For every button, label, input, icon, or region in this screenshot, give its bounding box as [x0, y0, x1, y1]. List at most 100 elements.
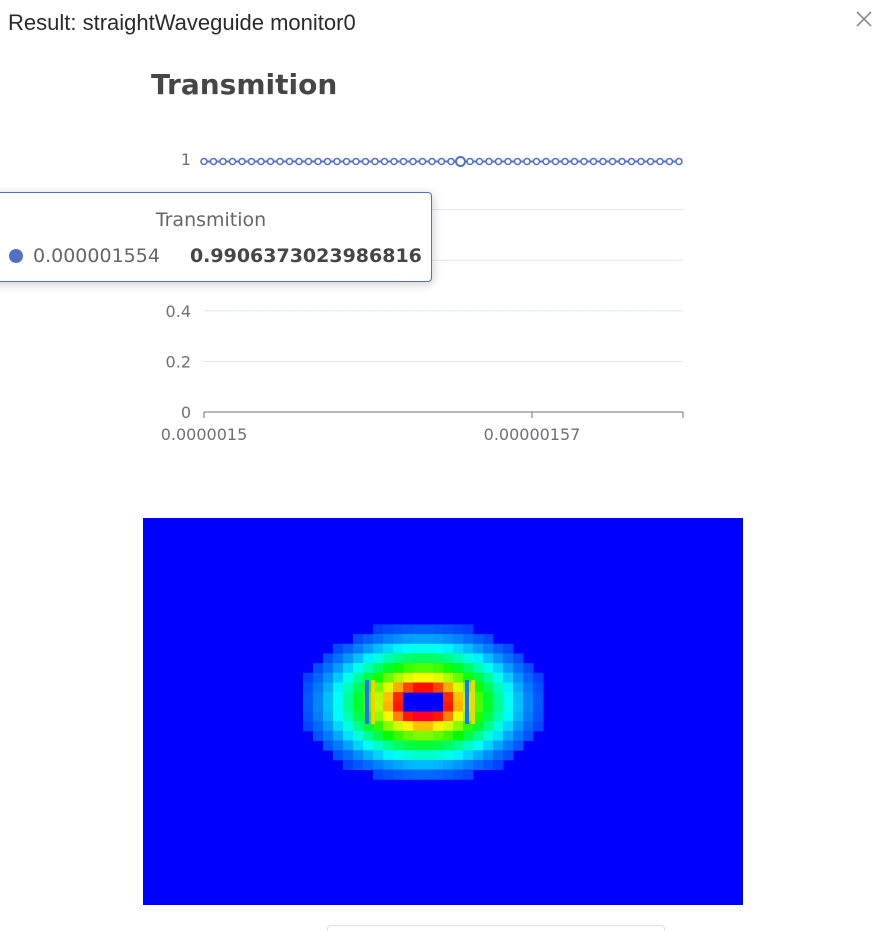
y-tick-label: 1 [181, 150, 191, 169]
highlighted-data-point [455, 156, 466, 168]
heatmap-cell [463, 624, 474, 635]
heatmap-cell [433, 750, 444, 761]
heatmap-cell [393, 701, 404, 712]
data-point [209, 157, 218, 166]
data-point [580, 157, 588, 166]
heatmap-cell [523, 682, 534, 693]
data-point [665, 157, 674, 166]
heatmap-cell [353, 682, 364, 693]
heatmap-cell [493, 672, 504, 683]
heatmap-cell [533, 701, 544, 712]
heatmap-cell [443, 701, 454, 712]
heatmap-cell [383, 740, 394, 751]
data-point [637, 157, 645, 166]
heatmap-cell [483, 711, 494, 722]
dialog-title: Result: straightWaveguide monitor0 [8, 10, 356, 35]
heatmap-cell [403, 730, 414, 742]
heatmap-cell [383, 643, 394, 654]
heatmap-cell [323, 672, 334, 683]
heatmap-cell [403, 663, 414, 674]
heatmap-cell [503, 692, 514, 703]
heatmap-cell [353, 692, 364, 703]
heatmap-cell [453, 682, 464, 693]
heatmap-cell [463, 721, 474, 732]
heatmap-cell [373, 750, 384, 761]
heatmap-cell [443, 682, 454, 693]
heatmap-cell [493, 759, 504, 771]
heatmap-cell [533, 711, 544, 722]
heatmap-cell [353, 663, 364, 674]
heatmap-cell [353, 711, 364, 722]
heatmap-cell [473, 663, 484, 674]
heatmap-cell [413, 711, 424, 722]
heatmap-cell [453, 653, 464, 664]
close-icon[interactable] [853, 8, 875, 30]
heatmap-cell [463, 759, 474, 771]
data-point [447, 157, 455, 166]
heatmap-cell [443, 643, 454, 654]
heatmap-cell [423, 682, 434, 693]
data-point [323, 157, 332, 166]
heatmap-cell [453, 624, 464, 635]
heatmap-cell [453, 730, 464, 742]
heatmap-cell [493, 721, 504, 732]
heatmap-cell [333, 653, 344, 664]
heatmap-cell [413, 653, 424, 664]
heatmap-cell [313, 672, 324, 683]
heatmap-cell [393, 759, 404, 771]
heatmap-cell [413, 740, 424, 751]
heatmap-cell [463, 663, 474, 674]
heatmap-cell [383, 624, 394, 635]
heatmap-cell [453, 634, 464, 645]
heatmap-cell [523, 692, 534, 703]
heatmap-cell [483, 740, 494, 751]
heatmap-cell [353, 701, 364, 712]
heatmap-cell [313, 721, 324, 732]
data-point [504, 157, 512, 166]
heatmap-cell [383, 672, 394, 683]
heatmap-cell [423, 730, 434, 742]
data-point [656, 157, 664, 166]
heatmap-cell [413, 730, 424, 742]
heatmap-cell [503, 721, 514, 732]
data-point [599, 157, 607, 166]
heatmap-cell [443, 672, 454, 683]
data-point [257, 157, 265, 166]
heatmap-cell [403, 672, 414, 683]
heatmap-cell [423, 634, 434, 645]
heatmap-cell [433, 769, 444, 780]
heatmap-cell [503, 682, 514, 693]
heatmap-cell [423, 672, 434, 683]
heatmap-cell [493, 740, 504, 751]
y-tick-label: 0 [181, 403, 191, 422]
data-point [399, 157, 408, 166]
heatmap-cell [463, 740, 474, 751]
heatmap-cell [483, 730, 494, 742]
bottom-select[interactable] [327, 925, 665, 931]
tooltip-title: Transmition [155, 209, 267, 231]
heatmap-cell [373, 663, 384, 674]
heatmap-cell [443, 740, 454, 751]
heatmap-cell [363, 634, 374, 645]
heatmap-cell [443, 769, 454, 780]
heatmap-cell [383, 730, 394, 742]
heatmap-cell [353, 643, 364, 654]
heatmap-cell [483, 692, 494, 703]
heatmap-cell [423, 711, 434, 722]
heatmap-cell [443, 692, 454, 703]
heatmap-cell [373, 692, 384, 703]
heatmap-cell [323, 721, 334, 732]
heatmap-cell [433, 721, 444, 732]
heatmap-cell [383, 721, 394, 732]
data-point [561, 157, 569, 166]
heatmap-cell [413, 750, 424, 761]
heatmap-cell [443, 750, 454, 761]
heatmap-cell [343, 692, 354, 703]
heatmap-cell [513, 682, 524, 693]
heatmap-cell [353, 721, 364, 732]
data-point [542, 157, 550, 166]
heatmap-cell [433, 740, 444, 751]
data-point [618, 157, 626, 166]
data-point [418, 157, 427, 166]
heatmap-cell [393, 692, 404, 703]
